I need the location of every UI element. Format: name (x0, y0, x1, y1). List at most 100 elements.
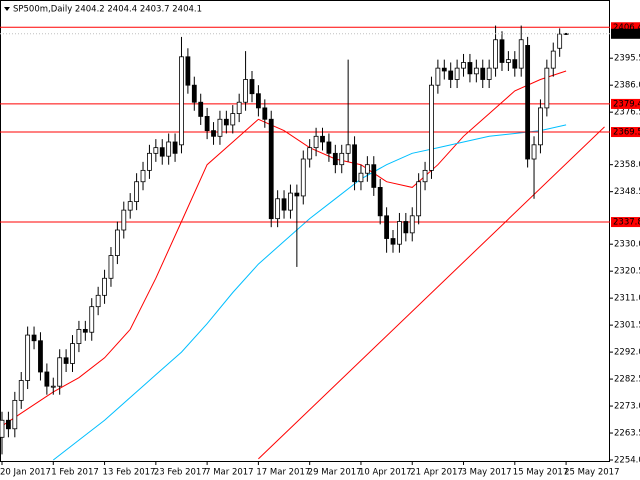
candle-body (6, 419, 11, 430)
level-label: 2337.8 (613, 218, 640, 228)
candle-body (63, 357, 69, 364)
candle-body (332, 152, 338, 166)
x-tick-label: 20 Jan 2017 (0, 468, 51, 478)
candle-body (211, 130, 216, 137)
candle-body (403, 221, 409, 234)
candle-body (486, 67, 492, 80)
x-tick-label: 7 Mar 2017 (205, 468, 253, 478)
candle-body (12, 399, 18, 430)
x-tick-label: 3 May 2017 (462, 468, 512, 478)
candle-body (89, 306, 95, 333)
candle-body (467, 62, 473, 75)
candle-body (461, 62, 466, 69)
candle-body (473, 67, 479, 75)
y-tick-label: 2348.5 (614, 187, 640, 197)
candle-body (493, 39, 498, 69)
x-tick-label: 23 Feb 2017 (154, 468, 207, 478)
candle-body (518, 39, 524, 69)
level-label-box (611, 217, 640, 228)
current-price-box (611, 28, 640, 39)
candle-body (288, 192, 293, 211)
level-label-box (611, 98, 640, 109)
candle-body (358, 172, 364, 183)
candle-body (262, 107, 268, 120)
candle-body (422, 169, 428, 183)
candle-body (223, 118, 229, 126)
candle-body (371, 164, 377, 188)
candle-body (352, 144, 357, 183)
candle-body (384, 215, 390, 239)
candle-body (544, 67, 550, 109)
candle-body (236, 101, 242, 114)
candle-body (281, 198, 287, 211)
y-tick-label: 2254.0 (614, 456, 640, 466)
candle-body (230, 113, 236, 126)
x-tick-label: 21 Apr 2017 (410, 468, 463, 478)
current-price-label: 2404.1 (613, 29, 640, 39)
candle-body (198, 101, 204, 117)
candle-body (44, 371, 50, 387)
candle-body (512, 59, 518, 69)
candle-body (243, 79, 248, 103)
plot-frame (0, 0, 610, 462)
candle-body (390, 238, 396, 245)
candle-body (429, 84, 434, 171)
candle-body (31, 334, 37, 342)
y-tick-label: 2273.0 (614, 402, 640, 412)
candle-body (18, 380, 24, 401)
candle-body (102, 277, 107, 296)
chart-title: SP500m,Daily 2404.2 2404.4 2403.7 2404.1 (13, 5, 202, 15)
y-tick-label: 2330.0 (614, 240, 640, 250)
candle-body (416, 181, 422, 217)
title-icon (4, 7, 10, 11)
candle-body (185, 56, 191, 86)
candle-body (153, 147, 159, 154)
y-tick-label: 2282.5 (614, 375, 640, 385)
y-tick-label: 2311.0 (614, 294, 640, 304)
candle-body (409, 215, 415, 234)
candle-body (249, 79, 255, 95)
candle-body (397, 221, 402, 245)
candle-body (531, 144, 537, 160)
y-tick-label: 2358.0 (614, 160, 640, 170)
candle-body (134, 181, 140, 203)
candle-body (57, 357, 63, 387)
x-tick-label: 1 Feb 2017 (51, 468, 99, 478)
y-tick-label: 2320.5 (614, 267, 640, 277)
candle-body (550, 50, 556, 69)
candle-body (300, 158, 306, 197)
candle-body (38, 340, 43, 373)
candle-body (320, 135, 325, 143)
level-label: 2379.4 (613, 99, 640, 109)
level-label-box (611, 22, 640, 33)
candle-body (108, 255, 114, 279)
candle-body (345, 144, 351, 154)
candle-body (499, 39, 505, 63)
x-tick-label: 10 Apr 2017 (359, 468, 412, 478)
candle-body (326, 141, 332, 154)
candle-body (505, 59, 511, 63)
y-tick-label: 2386.0 (614, 81, 640, 91)
candle-body (525, 45, 531, 160)
candle-body (217, 118, 223, 137)
candle-body (255, 93, 261, 109)
candle-body (313, 135, 319, 149)
candle-body (95, 294, 101, 308)
candle-body (364, 164, 370, 174)
candle-body (275, 198, 281, 220)
candle-body (25, 334, 31, 381)
candle-body (70, 343, 75, 364)
candle-body (147, 152, 152, 171)
x-tick-label: 29 Mar 2017 (308, 468, 362, 478)
candle-body (294, 192, 300, 197)
candle-body (339, 152, 345, 166)
candle-body (441, 67, 447, 72)
y-tick-label: 2376.5 (614, 108, 640, 118)
candle-body (191, 84, 197, 103)
y-tick-label: 2263.5 (614, 429, 640, 439)
indicator-line (52, 124, 567, 461)
candle-body (140, 169, 146, 183)
candle-body (114, 229, 120, 256)
y-tick-label: 2301.5 (614, 321, 640, 331)
candle-body (166, 141, 172, 157)
